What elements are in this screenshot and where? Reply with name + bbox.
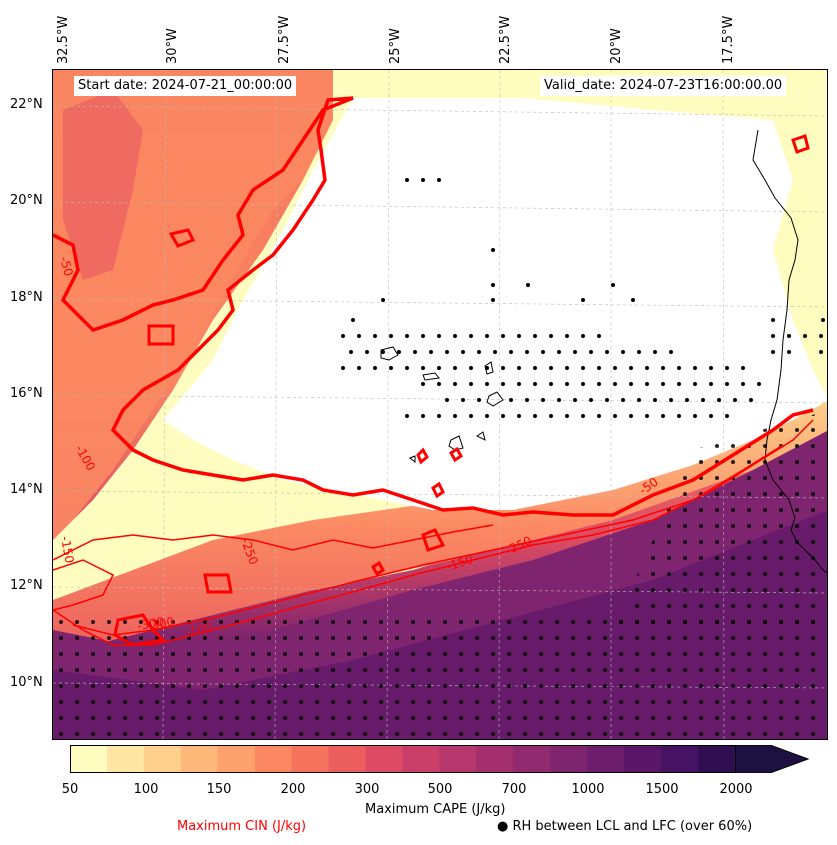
cin-contour-outer bbox=[53, 96, 814, 517]
colorbar-frame bbox=[70, 745, 736, 773]
cin-island-10 bbox=[431, 481, 445, 499]
lon-label-22-5w: 22.5°W bbox=[498, 15, 513, 64]
african-coastline bbox=[752, 129, 827, 574]
lat-label-12n: 12°N bbox=[10, 578, 43, 593]
colorbar-tick-2000: 2000 bbox=[719, 782, 753, 797]
colorbar-cell bbox=[180, 745, 219, 773]
lat-label-14n: 14°N bbox=[10, 482, 43, 497]
lat-label-18n: 18°N bbox=[10, 290, 43, 305]
colorbar-cell bbox=[217, 745, 256, 773]
lat-label-10n: 10°N bbox=[10, 675, 43, 690]
colorbar-cell bbox=[624, 745, 662, 773]
rh-stipple-central bbox=[341, 178, 825, 418]
colorbar-cell bbox=[513, 745, 551, 773]
map-panel[interactable]: -50 -100 -150 -250 -250 -300 -150 -50 -1… bbox=[52, 69, 828, 740]
colorbar-cell bbox=[476, 745, 514, 773]
lon-label-27-5w: 27.5°W bbox=[277, 15, 292, 64]
colorbar-cell bbox=[661, 745, 699, 773]
colorbar-tick-50: 50 bbox=[61, 782, 79, 797]
colorbar-tick-300: 300 bbox=[354, 782, 380, 797]
contour-label-7: -150 bbox=[58, 535, 77, 564]
colorbar-cell bbox=[70, 745, 108, 773]
colorbar-tick-150: 150 bbox=[206, 782, 232, 797]
cin-island-4 bbox=[113, 613, 167, 647]
lon-label-32-5w: 32.5°W bbox=[56, 15, 71, 64]
colorbar-cell bbox=[291, 745, 330, 773]
colorbar-cell bbox=[439, 745, 477, 773]
colorbar-tick-200: 200 bbox=[280, 782, 306, 797]
cin-island-9 bbox=[371, 560, 385, 577]
cin-island-6 bbox=[416, 447, 429, 465]
colorbar-cell bbox=[254, 745, 293, 773]
cin-contour-west bbox=[53, 524, 494, 561]
cin-contours bbox=[53, 96, 814, 647]
rh-legend-label: RH between LCL and LFC (over 60%) bbox=[512, 819, 753, 834]
lon-label-25w: 25°W bbox=[388, 28, 403, 64]
contour-label-6: -300 bbox=[136, 614, 165, 633]
colorbar-cell bbox=[328, 745, 367, 773]
colorbar-cell bbox=[143, 745, 182, 773]
colorbar-cell bbox=[698, 745, 736, 773]
cape-west-inner bbox=[63, 90, 143, 280]
cin-island-8 bbox=[421, 528, 446, 552]
cape-verde-islands bbox=[380, 346, 504, 464]
cin-legend-label: Maximum CIN (J/kg) bbox=[177, 819, 307, 834]
colorbar-cell bbox=[587, 745, 625, 773]
rh-stipple-south bbox=[53, 610, 827, 739]
colorbar-extend-arrow bbox=[735, 745, 808, 773]
cape-orange-band bbox=[53, 400, 827, 660]
rh-stipple-east bbox=[613, 410, 827, 630]
cape-clear-region bbox=[163, 98, 827, 510]
lon-label-20w: 20°W bbox=[609, 28, 624, 64]
cin-contour-west2 bbox=[53, 559, 115, 611]
cape-cin-map: -50 -100 -150 -250 -250 -300 -150 -50 -1… bbox=[53, 70, 827, 739]
colorbar-tick-500: 500 bbox=[427, 782, 453, 797]
rh-marker-icon: ● bbox=[497, 819, 509, 834]
cin-island-3 bbox=[203, 573, 233, 594]
colorbar-cell bbox=[402, 745, 440, 773]
cin-island-1 bbox=[147, 324, 175, 346]
colorbar-tick-700: 700 bbox=[501, 782, 527, 797]
lon-label-30w: 30°W bbox=[165, 28, 180, 64]
colorbar-cell bbox=[365, 745, 403, 773]
contour-label-2: -100 bbox=[184, 620, 213, 639]
cin-island-7 bbox=[449, 446, 463, 463]
colorbar-cell bbox=[106, 745, 145, 773]
lat-label-16n: 16°N bbox=[10, 386, 43, 401]
colorbar-tick-1000: 1000 bbox=[571, 782, 605, 797]
cin-island-2 bbox=[168, 228, 196, 248]
colorbar-cell bbox=[550, 745, 588, 773]
start-date-label: Start date: 2024-07-21_00:00:00 bbox=[74, 76, 297, 96]
colorbar-title: Maximum CAPE (J/kg) bbox=[365, 802, 506, 817]
colorbar-tick-1500: 1500 bbox=[645, 782, 679, 797]
cape-colorbar bbox=[70, 745, 810, 773]
lat-label-20n: 20°N bbox=[10, 193, 43, 208]
contour-label-1: -50 bbox=[57, 255, 76, 278]
cin-island-5 bbox=[791, 134, 810, 154]
contour-label-10: -300 bbox=[146, 614, 175, 633]
rh-legend: ● RH between LCL and LFC (over 60%) bbox=[497, 819, 752, 834]
lat-label-22n: 22°N bbox=[10, 97, 43, 112]
valid-date-label: Valid_date: 2024-07-23T16:00:00.00 bbox=[540, 76, 787, 96]
lon-label-17-5w: 17.5°W bbox=[721, 15, 736, 64]
colorbar-tick-100: 100 bbox=[133, 782, 159, 797]
